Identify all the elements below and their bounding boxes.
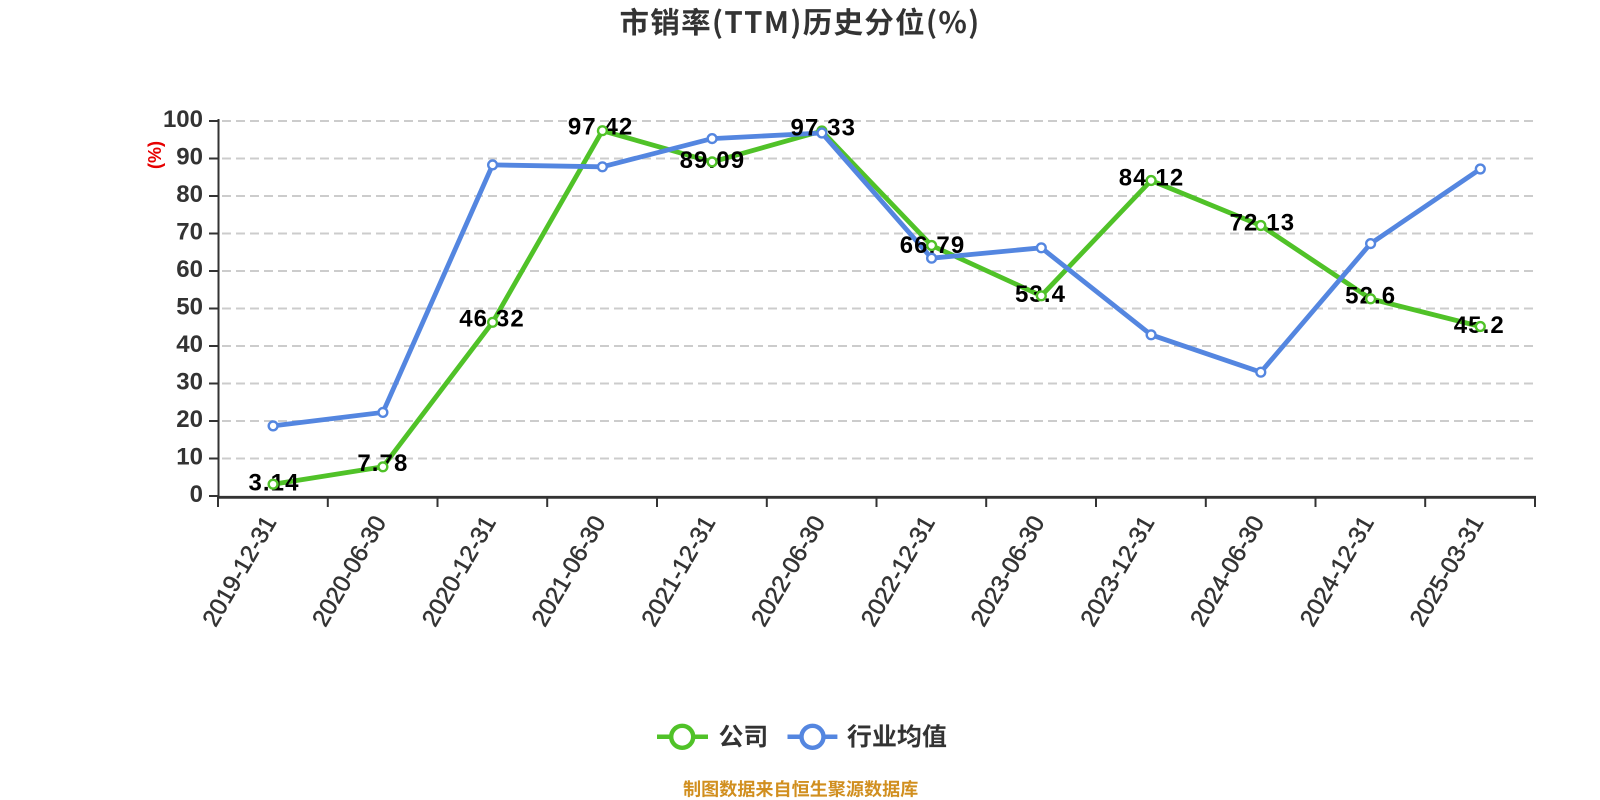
svg-text:2019-12-31: 2019-12-31 [197, 511, 282, 631]
svg-text:2023-12-31: 2023-12-31 [1075, 511, 1160, 631]
svg-text:90: 90 [176, 144, 203, 171]
svg-text:2024-12-31: 2024-12-31 [1295, 511, 1380, 631]
svg-text:2021-12-31: 2021-12-31 [636, 511, 721, 631]
svg-text:(%): (%) [145, 141, 165, 169]
svg-text:2024-06-30: 2024-06-30 [1185, 511, 1270, 631]
svg-text:2021-06-30: 2021-06-30 [527, 511, 612, 631]
svg-text:50: 50 [176, 294, 203, 321]
svg-text:2023-06-30: 2023-06-30 [966, 511, 1051, 631]
svg-text:60: 60 [176, 256, 203, 283]
svg-text:20: 20 [176, 406, 203, 433]
svg-text:2022-12-31: 2022-12-31 [856, 511, 941, 631]
svg-text:2025-03-31: 2025-03-31 [1405, 511, 1490, 631]
svg-text:70: 70 [176, 219, 203, 246]
svg-text:10: 10 [176, 444, 203, 471]
svg-text:40: 40 [176, 331, 203, 358]
svg-text:2020-06-30: 2020-06-30 [307, 511, 392, 631]
svg-text:2022-06-30: 2022-06-30 [746, 511, 831, 631]
svg-text:100: 100 [163, 106, 203, 133]
svg-text:2020-12-31: 2020-12-31 [417, 511, 502, 631]
svg-text:0: 0 [190, 481, 203, 508]
svg-text:80: 80 [176, 181, 203, 208]
svg-text:30: 30 [176, 369, 203, 396]
